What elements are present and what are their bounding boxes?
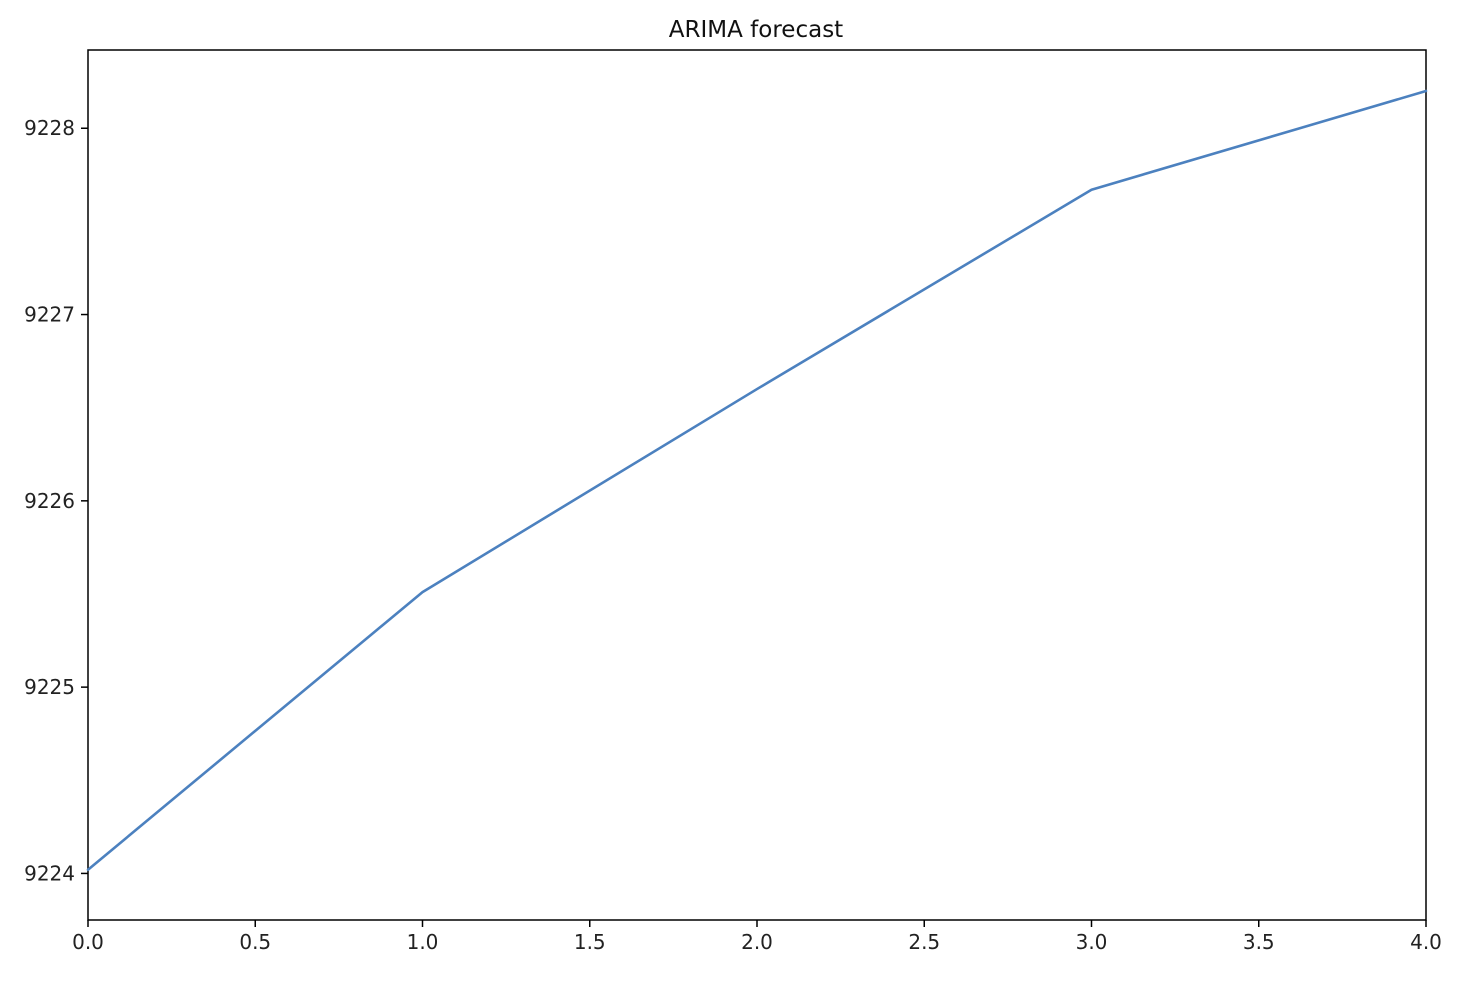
x-tick-label: 0.5 [239,930,271,954]
y-tick-label: 9225 [24,675,75,699]
x-tick-label: 2.5 [908,930,940,954]
series-line [86,89,1428,872]
y-tick-label: 9224 [24,861,75,885]
x-tick-label: 3.5 [1243,930,1275,954]
series-layer [86,89,1428,872]
x-tick-label: 3.0 [1076,930,1108,954]
plot-frame [87,49,1427,921]
x-axis: 0.0 0.5 1.0 1.5 2.0 2.5 3.0 3.5 4.0 [72,920,1442,954]
y-axis: 9224 9225 9226 9227 9228 [24,116,88,885]
x-tick-label: 0.0 [72,930,104,954]
y-tick-label: 9226 [24,489,75,513]
chart-title: ARIMA forecast [669,17,843,43]
x-tick-label: 1.0 [407,930,439,954]
x-tick-label: 4.0 [1410,930,1442,954]
y-tick-label: 9227 [24,303,75,327]
x-tick-label: 1.5 [574,930,606,954]
y-tick-label: 9228 [24,116,75,140]
x-tick-label: 2.0 [741,930,773,954]
